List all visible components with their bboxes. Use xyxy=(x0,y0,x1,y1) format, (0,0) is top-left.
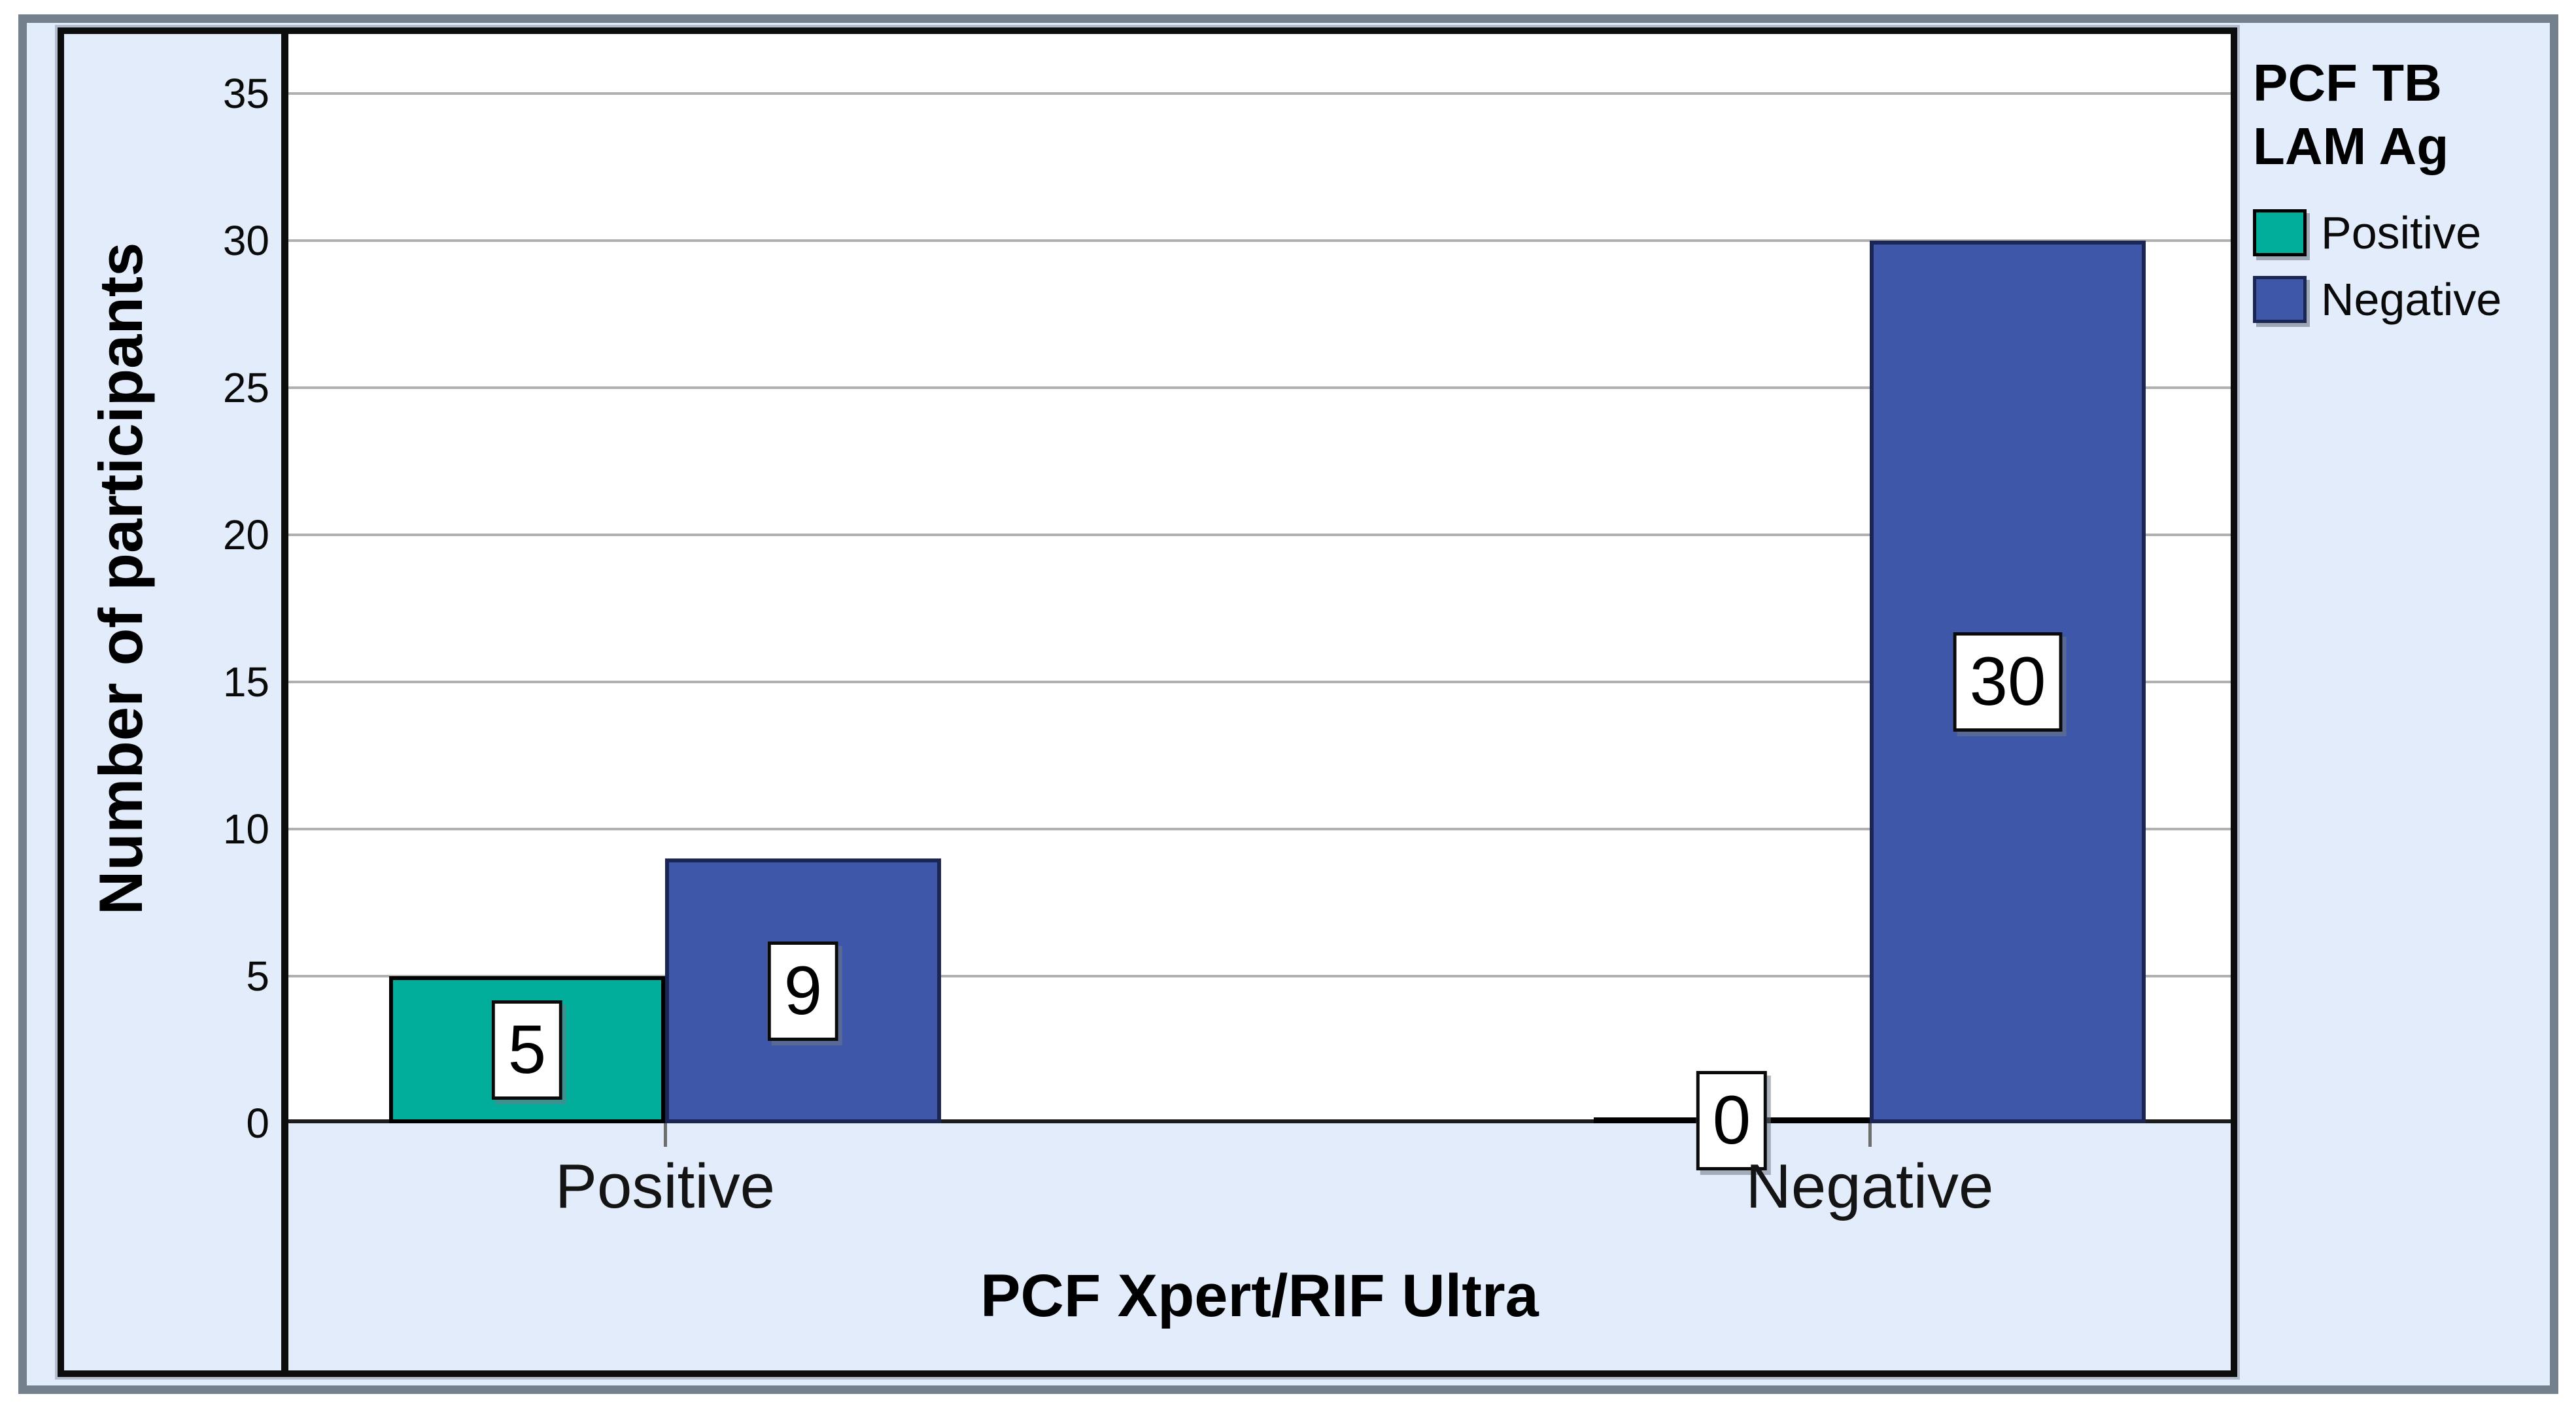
y-tick-label-0: 0 xyxy=(246,1100,269,1147)
gridline-5 xyxy=(288,975,2231,977)
y-tick-label-25: 25 xyxy=(222,364,269,411)
x-category-label-positive: Positive xyxy=(555,1151,776,1221)
gridline-20 xyxy=(288,534,2231,536)
bar-value-label: 0 xyxy=(1696,1071,1768,1170)
x-axis-title: PCF Xpert/RIF Ultra xyxy=(980,1263,1539,1329)
legend-swatch-negative xyxy=(2253,276,2307,323)
gridline-35 xyxy=(288,92,2231,95)
gridline-30 xyxy=(288,239,2231,242)
plot-area: 5 9 0 30 xyxy=(288,34,2231,1170)
legend-item-positive: Positive xyxy=(2253,207,2567,259)
legend-title: PCF TB LAM Ag xyxy=(2253,51,2567,178)
legend-item-label: Negative xyxy=(2321,274,2502,325)
bar-value-label: 30 xyxy=(1953,632,2063,732)
x-tick-mark-negative xyxy=(1868,1123,1872,1147)
legend-item-negative: Negative xyxy=(2253,273,2567,326)
chart-inner-frame xyxy=(55,25,2240,1380)
legend-swatch-positive xyxy=(2253,209,2307,256)
bar-value-label: 9 xyxy=(767,941,839,1041)
legend: PCF TB LAM Ag Positive Negative xyxy=(2253,51,2567,340)
y-axis-line xyxy=(281,27,288,1377)
x-axis-line xyxy=(288,1119,2231,1123)
y-tick-label-10: 10 xyxy=(222,806,269,853)
legend-item-label: Positive xyxy=(2321,207,2482,258)
y-tick-label-35: 35 xyxy=(222,70,269,117)
x-tick-mark-positive xyxy=(664,1123,667,1147)
bar-value-label: 5 xyxy=(491,1000,563,1100)
y-tick-label-20: 20 xyxy=(222,511,269,558)
legend-title-line-2: LAM Ag xyxy=(2253,117,2449,175)
gridline-25 xyxy=(288,386,2231,389)
y-tick-label-5: 5 xyxy=(246,953,269,1000)
y-tick-label-30: 30 xyxy=(222,217,269,264)
gridline-10 xyxy=(288,828,2231,830)
x-category-label-negative: Negative xyxy=(1745,1151,1994,1221)
y-tick-label-15: 15 xyxy=(222,658,269,705)
x-axis-band: PCF Xpert/RIF Ultra Positive Negative xyxy=(288,1123,2231,1372)
gridline-15 xyxy=(288,681,2231,683)
legend-title-line-1: PCF TB xyxy=(2253,54,2442,112)
